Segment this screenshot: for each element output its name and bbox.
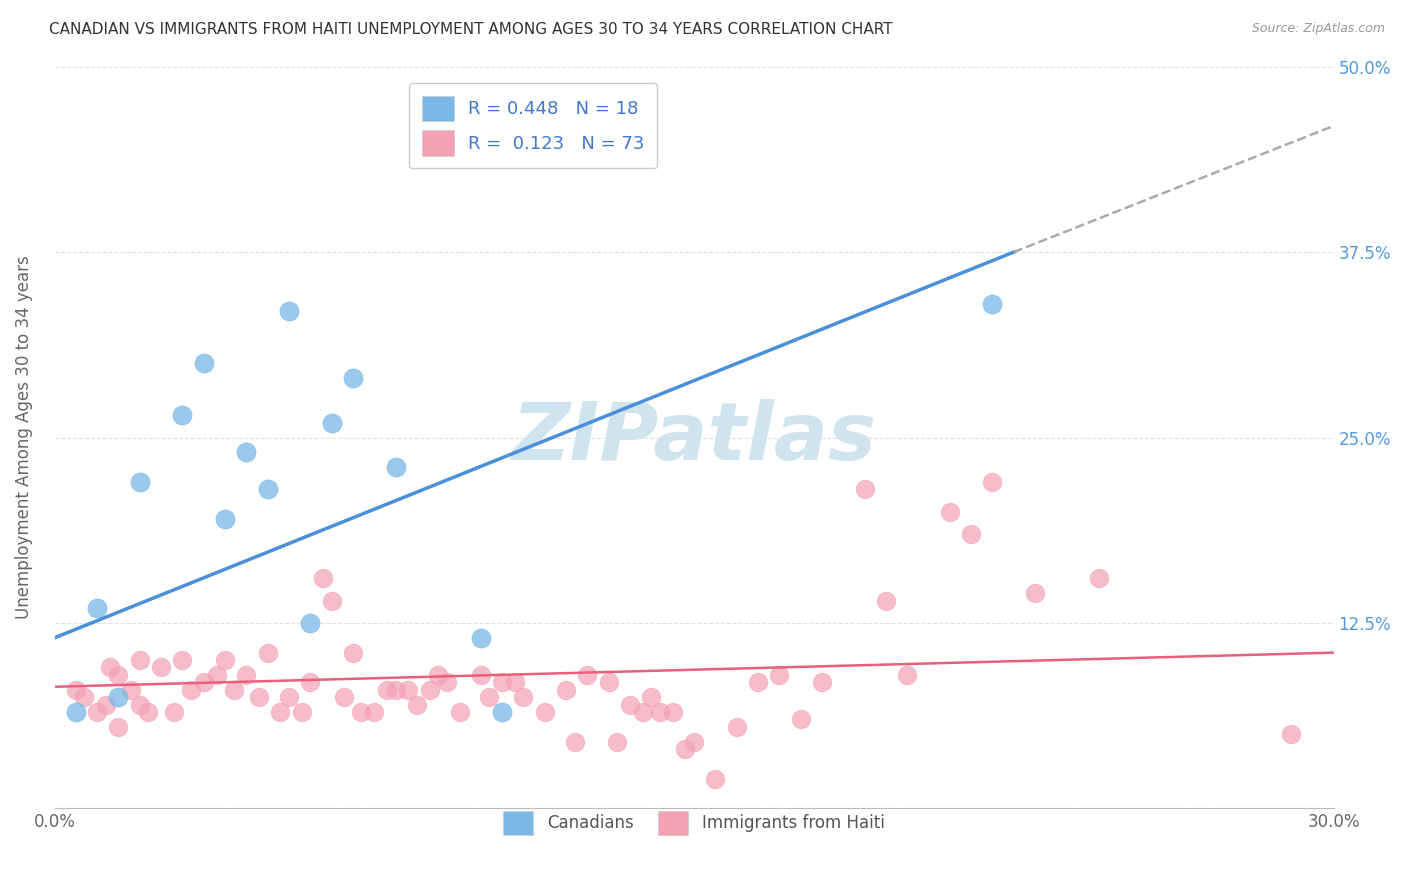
Point: [350, 705, 373, 719]
Point: [172, 653, 194, 667]
Point: [384, 460, 406, 475]
Point: [436, 675, 458, 690]
Point: [107, 720, 129, 734]
Point: [981, 297, 1004, 311]
Point: [725, 720, 748, 734]
Point: [533, 705, 555, 719]
Point: [235, 445, 257, 459]
Point: [86, 705, 108, 719]
Point: [1024, 586, 1046, 600]
Point: [661, 705, 683, 719]
Point: [606, 734, 628, 748]
Point: [278, 690, 301, 705]
Point: [247, 690, 270, 705]
Point: [214, 512, 236, 526]
Point: [256, 483, 278, 497]
Point: [299, 675, 322, 690]
Point: [427, 668, 450, 682]
Point: [299, 615, 322, 630]
Point: [333, 690, 356, 705]
Point: [269, 705, 291, 719]
Point: [86, 601, 108, 615]
Point: [107, 690, 129, 705]
Point: [73, 690, 96, 705]
Point: [128, 698, 150, 712]
Point: [512, 690, 534, 705]
Point: [94, 698, 117, 712]
Point: [214, 653, 236, 667]
Point: [619, 698, 641, 712]
Point: [342, 646, 364, 660]
Point: [172, 409, 194, 423]
Point: [747, 675, 769, 690]
Point: [312, 572, 335, 586]
Point: [150, 660, 173, 674]
Point: [704, 772, 727, 786]
Point: [163, 705, 186, 719]
Y-axis label: Unemployment Among Ages 30 to 34 years: Unemployment Among Ages 30 to 34 years: [15, 256, 32, 619]
Point: [896, 668, 918, 682]
Point: [853, 483, 876, 497]
Point: [384, 682, 406, 697]
Point: [419, 682, 441, 697]
Point: [1279, 727, 1302, 741]
Point: [555, 682, 578, 697]
Point: [631, 705, 654, 719]
Point: [375, 682, 398, 697]
Point: [256, 646, 278, 660]
Point: [120, 682, 142, 697]
Point: [960, 527, 983, 541]
Point: [564, 734, 586, 748]
Point: [478, 690, 501, 705]
Point: [107, 668, 129, 682]
Point: [939, 505, 962, 519]
Point: [470, 668, 492, 682]
Point: [789, 713, 811, 727]
Point: [136, 705, 159, 719]
Point: [321, 416, 343, 430]
Point: [598, 675, 620, 690]
Point: [128, 475, 150, 489]
Point: [98, 660, 121, 674]
Point: [406, 698, 429, 712]
Point: [675, 742, 697, 756]
Point: [193, 675, 215, 690]
Point: [683, 734, 706, 748]
Point: [875, 593, 897, 607]
Point: [768, 668, 790, 682]
Text: CANADIAN VS IMMIGRANTS FROM HAITI UNEMPLOYMENT AMONG AGES 30 TO 34 YEARS CORRELA: CANADIAN VS IMMIGRANTS FROM HAITI UNEMPL…: [49, 22, 893, 37]
Point: [503, 675, 526, 690]
Point: [811, 675, 834, 690]
Point: [291, 705, 314, 719]
Point: [342, 371, 364, 385]
Point: [193, 356, 215, 370]
Point: [449, 705, 471, 719]
Point: [491, 675, 513, 690]
Point: [396, 682, 419, 697]
Text: Source: ZipAtlas.com: Source: ZipAtlas.com: [1251, 22, 1385, 36]
Point: [65, 705, 87, 719]
Point: [640, 690, 662, 705]
Point: [981, 475, 1004, 489]
Point: [235, 668, 257, 682]
Point: [576, 668, 599, 682]
Point: [321, 593, 343, 607]
Point: [278, 304, 301, 318]
Point: [180, 682, 202, 697]
Legend: Canadians, Immigrants from Haiti: Canadians, Immigrants from Haiti: [494, 801, 894, 845]
Point: [470, 631, 492, 645]
Point: [205, 668, 228, 682]
Point: [128, 653, 150, 667]
Point: [65, 682, 87, 697]
Point: [1088, 572, 1111, 586]
Point: [222, 682, 245, 697]
Point: [363, 705, 385, 719]
Point: [648, 705, 671, 719]
Point: [427, 148, 450, 162]
Text: ZIPatlas: ZIPatlas: [512, 399, 876, 476]
Point: [491, 705, 513, 719]
